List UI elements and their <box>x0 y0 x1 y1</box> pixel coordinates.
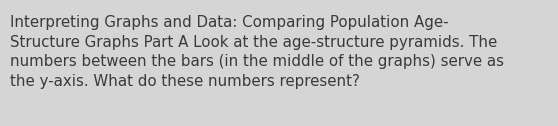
Text: Interpreting Graphs and Data: Comparing Population Age-
Structure Graphs Part A : Interpreting Graphs and Data: Comparing … <box>10 15 504 89</box>
